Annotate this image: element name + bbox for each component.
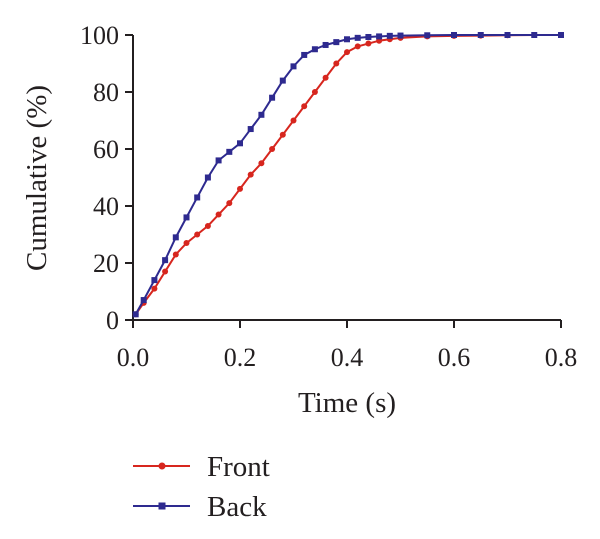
data-point — [204, 222, 211, 229]
series-front — [132, 32, 564, 318]
data-point — [215, 211, 222, 218]
data-point — [247, 126, 254, 133]
data-point — [132, 311, 139, 318]
data-point — [354, 43, 361, 50]
data-point — [172, 251, 179, 258]
legend-item-back: Back — [133, 491, 267, 523]
data-point — [258, 111, 265, 118]
legend-label: Back — [207, 491, 267, 523]
y-tick-label: 0 — [106, 306, 119, 335]
legend-item-front: Front — [133, 451, 270, 483]
data-point — [226, 200, 233, 207]
y-axis-title: Cumulative (%) — [21, 85, 53, 271]
data-point — [301, 51, 308, 58]
data-point — [531, 32, 538, 38]
data-point — [140, 297, 147, 304]
legend-label: Front — [207, 451, 270, 483]
data-point — [226, 148, 233, 155]
y-tick-label: 20 — [93, 249, 119, 278]
y-tick-label: 40 — [93, 192, 119, 221]
data-point — [311, 46, 318, 53]
x-tick-label: 0.8 — [545, 343, 578, 372]
x-tick-label: 0.2 — [224, 343, 257, 372]
data-point — [279, 131, 286, 138]
data-point — [279, 77, 286, 84]
data-point — [504, 32, 511, 38]
data-point — [151, 277, 158, 284]
data-point — [333, 60, 340, 67]
data-point — [344, 36, 350, 43]
x-tick-label: 0.4 — [331, 343, 364, 372]
series-line-back — [134, 34, 561, 315]
data-point — [451, 32, 457, 38]
series-back — [132, 32, 564, 318]
data-point — [269, 146, 276, 152]
data-point — [558, 32, 564, 38]
legend-marker — [158, 462, 166, 470]
data-point — [365, 33, 372, 40]
data-point — [269, 94, 276, 101]
x-tick-label: 0.0 — [117, 343, 150, 372]
data-point — [204, 174, 211, 181]
axes — [132, 35, 561, 321]
legend: Front Back — [133, 451, 270, 523]
data-point — [290, 63, 297, 70]
x-axis-title: Time (s) — [298, 387, 396, 419]
data-point — [477, 32, 484, 38]
data-point — [333, 39, 340, 46]
data-point — [194, 231, 201, 238]
data-point — [322, 41, 329, 48]
data-point — [290, 117, 297, 124]
data-point — [376, 33, 383, 40]
data-point — [397, 32, 404, 39]
x-ticks: 0.0 0.2 0.4 0.6 0.8 — [117, 320, 578, 372]
data-point — [162, 268, 169, 275]
y-tick-label: 80 — [93, 78, 119, 107]
data-point — [172, 234, 179, 241]
y-tick-label: 100 — [80, 21, 119, 50]
data-point — [183, 240, 190, 247]
data-point — [258, 160, 265, 167]
data-point — [215, 157, 222, 164]
data-point — [365, 40, 372, 47]
data-point — [424, 32, 431, 39]
y-ticks: 0 20 40 60 80 100 — [80, 21, 133, 335]
data-point — [322, 74, 329, 81]
data-point — [237, 185, 243, 192]
legend-marker — [158, 502, 166, 510]
x-tick-label: 0.6 — [438, 343, 471, 372]
series-line-front — [134, 34, 561, 315]
data-point — [247, 171, 254, 178]
plot-area — [132, 32, 564, 318]
data-point — [183, 214, 190, 221]
data-point — [311, 89, 318, 95]
data-point — [301, 103, 308, 110]
data-point — [237, 140, 243, 147]
data-point — [344, 49, 350, 56]
data-point — [386, 32, 393, 39]
data-point — [194, 194, 201, 201]
data-point — [162, 257, 169, 264]
y-tick-label: 60 — [93, 135, 119, 164]
data-point — [151, 285, 158, 292]
data-point — [354, 34, 361, 41]
